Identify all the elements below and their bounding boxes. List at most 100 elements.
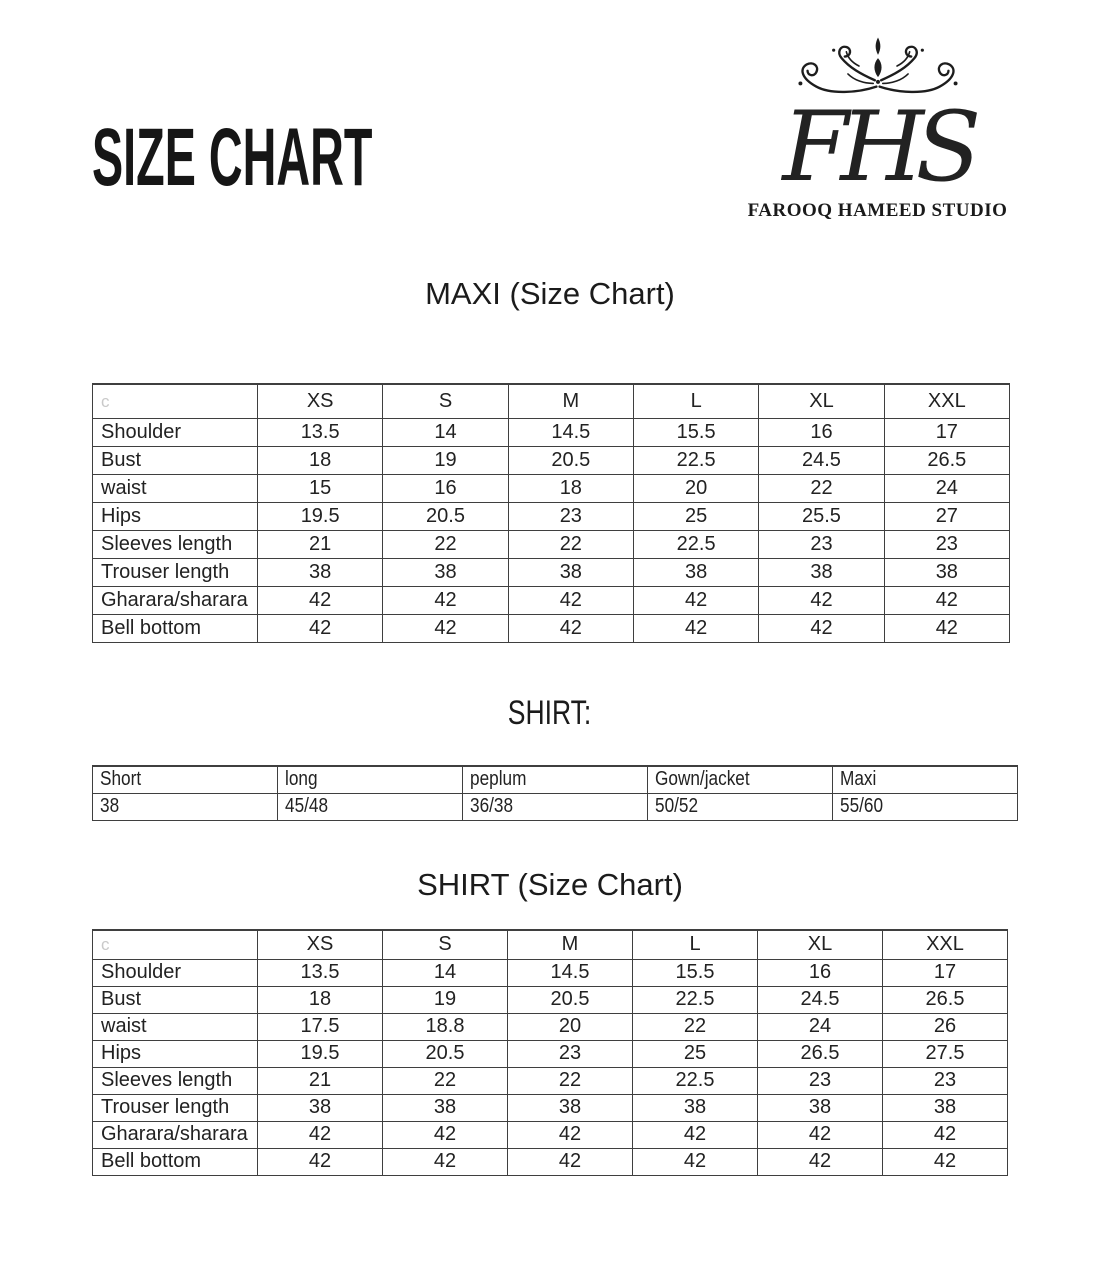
cell-value-text: 20.5 — [425, 1042, 465, 1064]
cell-value: 42 — [757, 1120, 883, 1149]
column-header-label: long — [285, 768, 318, 791]
cell-value: 22 — [507, 1066, 633, 1095]
row-label-text: Gharara/sharara — [101, 588, 248, 611]
cell-value: 38 — [382, 1093, 508, 1122]
cell-value-text: 15.5 — [675, 961, 715, 983]
row-label: Hips — [92, 1039, 258, 1068]
cell-value: 26.5 — [883, 445, 1011, 475]
cell-value-text: 22 — [810, 476, 833, 499]
cell-value: 42 — [507, 585, 634, 615]
cell-value: 22.5 — [632, 985, 758, 1014]
cell-value-text: 22 — [559, 532, 582, 555]
cell-value: 19.5 — [257, 1039, 383, 1068]
cell-value-text: 42 — [933, 1123, 957, 1145]
flourish-ornament-icon — [797, 37, 959, 94]
row-label-text: Hips — [101, 504, 142, 527]
cell-value: 15 — [256, 473, 384, 503]
table-row: Sleeves length 21 22 22 22.5 23 23 — [92, 529, 1011, 559]
cell-value: 38 — [507, 557, 634, 587]
cell-value-text: 23 — [808, 1069, 832, 1091]
cell-value: 20.5 — [382, 1039, 508, 1068]
cell-value-text: 42 — [935, 588, 958, 611]
cell-value-text: 22 — [433, 1069, 457, 1091]
cell-value-text: 16 — [810, 420, 833, 443]
cell-value: 22 — [632, 1012, 758, 1041]
cell-value: 22 — [382, 1066, 508, 1095]
row-label-text: Sleeves length — [101, 532, 233, 555]
row-label-text: Sleeves length — [101, 1069, 233, 1091]
cell-value: 38 — [882, 1093, 1008, 1122]
cell-value-text: 25 — [683, 1042, 707, 1064]
cell-value: 25.5 — [758, 501, 885, 531]
row-label: Bust — [92, 985, 258, 1014]
cell-value-text: 42 — [434, 616, 457, 639]
cell-value-text: 38 — [685, 560, 708, 583]
cell-value-text: 42 — [808, 1123, 832, 1145]
cell-value: 18 — [256, 445, 384, 475]
cell-value-text: 38 — [808, 1096, 832, 1118]
cell-value: 13.5 — [256, 417, 384, 447]
cell-value-text: 42 — [558, 1123, 582, 1145]
cell-value: 18 — [507, 473, 634, 503]
column-header-label: XS — [306, 389, 334, 412]
column-header: Short — [92, 765, 278, 794]
shirt-length-table: Short long peplum Gown/jacket Maxi 38 45/48 36/… — [92, 765, 1018, 821]
row-label: Shoulder — [92, 417, 258, 447]
table-row: waist 15 16 18 20 22 24 — [92, 473, 1011, 503]
cell-value: 36/38 — [462, 792, 648, 821]
row-label-text: Bell bottom — [101, 1150, 202, 1172]
cell-value: 23 — [507, 501, 634, 531]
cell-value-text: 23 — [933, 1069, 957, 1091]
page-title: SIZE CHART — [92, 112, 373, 203]
cell-value: 38 — [758, 557, 885, 587]
cell-value: 23 — [758, 529, 885, 559]
cell-value: 38 — [257, 1093, 383, 1122]
cell-value-text: 25.5 — [802, 504, 841, 527]
table-row: waist 17.5 18.8 20 22 24 26 — [92, 1012, 1008, 1041]
cell-value: 42 — [758, 585, 885, 615]
cell-value: 42 — [632, 1147, 758, 1176]
cell-value: 22.5 — [632, 529, 760, 559]
cell-value-text: 22.5 — [675, 1069, 715, 1091]
cell-value: 25 — [632, 1039, 758, 1068]
cell-value: 42 — [883, 585, 1011, 615]
cell-value: 14.5 — [507, 958, 633, 987]
column-header-label: c — [101, 935, 110, 955]
cell-value-text: 24 — [808, 1015, 832, 1037]
cell-value: 23 — [883, 529, 1011, 559]
column-header: c — [92, 929, 258, 960]
cell-value: 42 — [507, 613, 634, 643]
cell-value: 42 — [632, 585, 760, 615]
row-label: waist — [92, 473, 258, 503]
cell-value-text: 42 — [933, 1150, 957, 1172]
table-row: Trouser length 38 38 38 38 38 38 — [92, 557, 1011, 587]
cell-value-text: 13.5 — [300, 420, 340, 443]
table-row: Sleeves length 21 22 22 22.5 23 23 — [92, 1066, 1008, 1095]
cell-value: 21 — [257, 1066, 383, 1095]
row-label: Sleeves length — [92, 529, 258, 559]
cell-value-text: 38 — [810, 560, 833, 583]
cell-value: 38 — [883, 557, 1011, 587]
cell-value: 17 — [883, 417, 1011, 447]
column-header: XXL — [882, 929, 1008, 960]
cell-value-text: 17 — [935, 420, 958, 443]
cell-value-text: 38 — [935, 560, 958, 583]
cell-value: 42 — [257, 1120, 383, 1149]
cell-value: 15.5 — [632, 958, 758, 987]
row-label: waist — [92, 1012, 258, 1041]
cell-value: 16 — [757, 958, 883, 987]
row-label-text: waist — [101, 1015, 147, 1037]
cell-value-text: 17 — [933, 961, 957, 983]
cell-value-text: 23 — [810, 532, 833, 555]
cell-value-text: 42 — [808, 1150, 832, 1172]
cell-value-text: 20 — [685, 476, 708, 499]
cell-value: 42 — [882, 1147, 1008, 1176]
cell-value-text: 42 — [685, 588, 708, 611]
column-header-label: XL — [809, 389, 834, 412]
cell-value: 21 — [256, 529, 384, 559]
cell-value: 42 — [382, 585, 509, 615]
column-header: XXL — [883, 383, 1011, 419]
row-label-text: Gharara/sharara — [101, 1123, 248, 1145]
column-header-label: Maxi — [840, 768, 877, 791]
cell-value: 38 — [632, 557, 760, 587]
